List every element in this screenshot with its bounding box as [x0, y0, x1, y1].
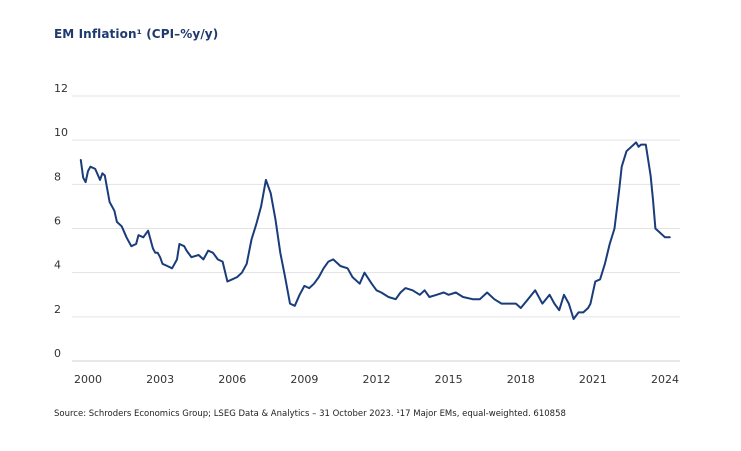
x-tick-label: 2000 — [74, 373, 102, 386]
y-tick-label: 4 — [54, 259, 61, 272]
y-tick-label: 10 — [54, 126, 68, 139]
chart-title: EM Inflation¹ (CPI–%y/y) — [54, 27, 219, 41]
x-tick-label: 2006 — [218, 373, 246, 386]
x-tick-label: 2009 — [290, 373, 318, 386]
y-tick-label: 6 — [54, 215, 61, 228]
gridlines — [72, 95, 680, 362]
x-tick-label: 2024 — [651, 373, 679, 386]
y-tick-label: 8 — [54, 170, 61, 183]
y-tick-label: 12 — [54, 82, 68, 95]
y-tick-label: 2 — [54, 303, 61, 316]
x-tick-label: 2015 — [435, 373, 463, 386]
x-axis-ticks: 2000 2003 2006 2009 2012 2015 2018 2021 2024 — [74, 373, 679, 386]
x-tick-label: 2021 — [579, 373, 607, 386]
series-line-0 — [79, 141, 671, 320]
x-tick-label: 2003 — [146, 373, 174, 386]
y-axis-ticks: 0 2 4 6 8 10 12 — [54, 82, 68, 360]
x-tick-label: 2018 — [507, 373, 535, 386]
x-tick-label: 2012 — [363, 373, 391, 386]
series-group — [79, 141, 671, 320]
source-note: Source: Schroders Economics Group; LSEG … — [54, 409, 566, 419]
y-tick-label: 0 — [54, 347, 61, 360]
